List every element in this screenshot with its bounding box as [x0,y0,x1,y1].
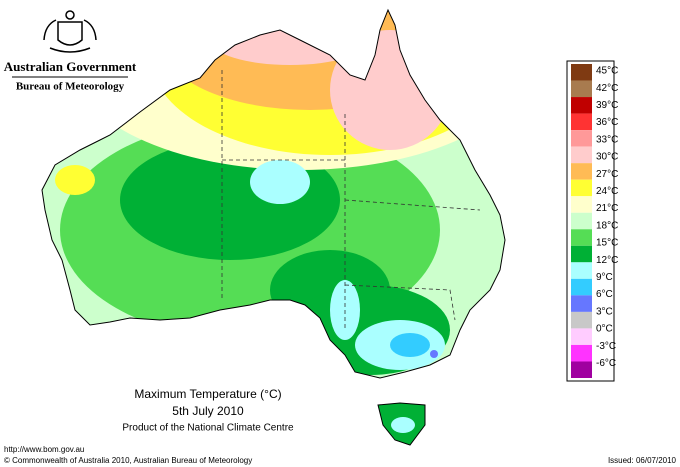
legend-swatch [571,97,592,114]
legend-swatch [571,344,592,362]
legend-swatch [571,361,592,378]
legend-swatch [571,311,592,329]
legend: 45°C 42°C 39°C 36°C 33°C 30°C 27°C 24°C 21°C 18°C… [571,64,618,378]
footer-issued: Issued: 06/07/2010 [608,456,677,465]
legend-label: 24°C [596,186,618,197]
crest [43,10,97,53]
legend-label: 27°C [596,169,618,180]
footer-url: http://www.bom.gov.au [4,445,84,454]
legend-swatch [571,80,592,98]
legend-swatch [571,179,592,197]
legend-label: 45°C [596,66,618,77]
legend-label: 30°C [596,152,618,163]
header-subtitle: Bureau of Meteorology [16,81,125,93]
legend-label: 39°C [596,100,618,111]
legend-label: 36°C [596,117,618,128]
legend-swatch [571,262,592,279]
legend-label: 42°C [596,83,618,94]
legend-label: 3°C [596,306,613,317]
legend-swatch [571,328,592,345]
legend-label: 21°C [596,203,618,214]
map-date: 5th July 2010 [172,404,244,418]
legend-label: 0°C [596,324,613,335]
header-title: Australian Government [4,59,137,74]
legend-swatch [571,113,592,131]
legend-swatch [571,130,592,147]
footer-copyright: © Commonwealth of Australia 2010, Austra… [4,456,252,465]
legend-label: 12°C [596,255,618,266]
coastline [41,8,506,446]
legend-label: 33°C [596,134,618,145]
legend-swatch [571,163,592,180]
legend-label: 18°C [596,220,618,231]
legend-label: 15°C [596,238,618,249]
legend-label: -3°C [596,341,616,352]
legend-swatch [571,196,592,213]
legend-label: 9°C [596,272,613,283]
legend-swatch [571,295,592,312]
map-product: Product of the National Climate Centre [122,423,294,434]
legend-swatch [571,245,592,263]
legend-label: 6°C [596,289,613,300]
map-title: Maximum Temperature (°C) [134,387,281,401]
legend-label: -6°C [596,358,616,369]
state-borders [221,70,481,330]
legend-swatch [571,278,592,296]
legend-swatch [571,64,592,81]
legend-swatch [571,229,592,246]
legend-swatch [571,212,592,230]
legend-swatch [571,146,592,164]
